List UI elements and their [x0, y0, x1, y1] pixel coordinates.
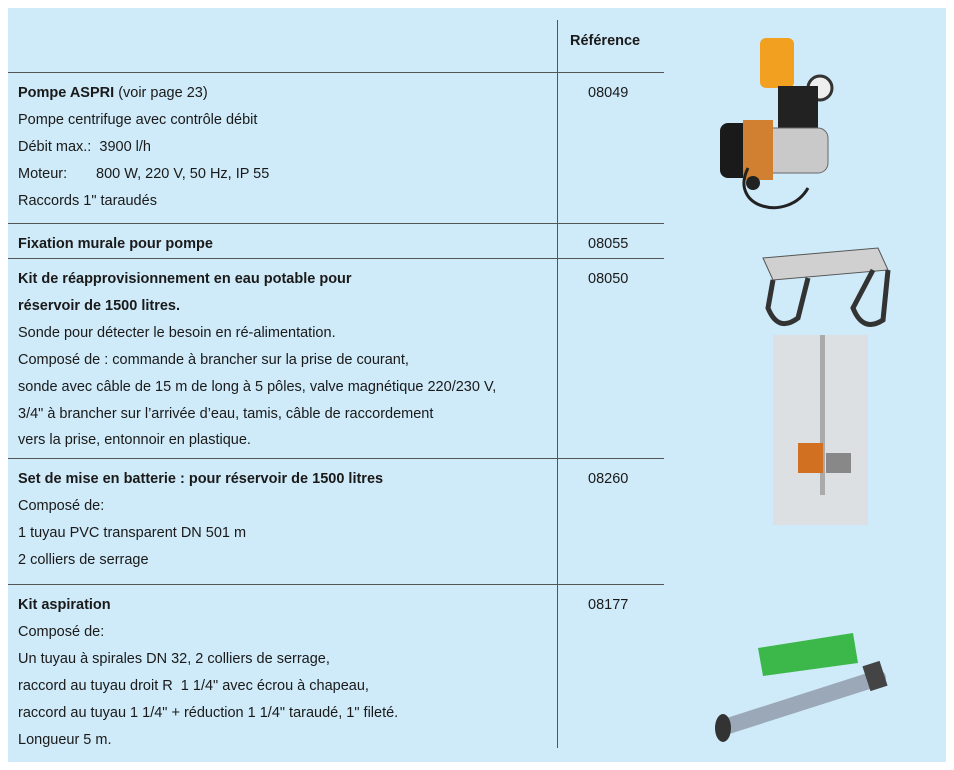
item-title: réservoir de 1500 litres. — [18, 297, 181, 314]
item-line: vers la prise, entonnoir en plastique. — [18, 432, 251, 449]
item-line: raccord au tuyau 1 1/4" + réduction 1 1/… — [18, 704, 399, 721]
item-line: Pompe centrifuge avec contrôle débit — [18, 111, 258, 128]
item-title: Set de mise en batterie : pour réservoir… — [18, 471, 384, 487]
item-line: Composé de: — [18, 497, 105, 514]
item-line: 3/4" à brancher sur l’arrivée d’eau, tam… — [18, 405, 434, 422]
product-table: Référence Pompe ASPRI — [8, 8, 946, 762]
bracket-image — [762, 247, 891, 327]
row-divider — [8, 584, 664, 585]
row-divider — [8, 223, 664, 224]
hose-image — [715, 633, 888, 742]
item-line: Composé de : commande à brancher sur la … — [18, 351, 409, 368]
item-line: 1 tuyau PVC transparent DN 501 m — [18, 524, 247, 541]
item-note: (voir page 23) — [118, 85, 208, 101]
item-line: Longueur 5 m. — [18, 731, 112, 748]
row-divider — [8, 258, 664, 259]
item-line: Débit max.: 3900 l/h — [18, 138, 151, 155]
item-title: Pompe ASPRI (voir page 23) — [18, 85, 208, 101]
item-title: Kit de réapprovisionnement en eau potabl… — [18, 271, 352, 287]
installation-image — [773, 335, 868, 525]
item-reference: 08055 — [588, 236, 629, 252]
item-reference: 08177 — [588, 597, 629, 613]
reference-header: Référence — [570, 33, 641, 49]
item-line: sonde avec câble de 15 m de long à 5 pôl… — [18, 378, 497, 395]
item-title: Fixation murale pour pompe — [18, 236, 213, 252]
column-divider — [557, 20, 558, 748]
item-line: 2 colliers de serrage — [18, 551, 149, 568]
spec-value: 800 W, 220 V, 50 Hz, IP 55 — [96, 165, 270, 182]
item-line: Un tuyau à spirales DN 32, 2 colliers de… — [18, 650, 330, 667]
item-title: Kit aspiration — [18, 597, 111, 613]
item-reference: 08050 — [588, 271, 629, 287]
product-images — [715, 38, 891, 742]
row-divider — [8, 72, 664, 73]
spec-label: Moteur: — [18, 165, 68, 182]
item-reference: 08260 — [588, 471, 629, 487]
item-line: raccord au tuyau droit R 1 1/4" avec écr… — [18, 677, 369, 694]
item-reference: 08049 — [588, 85, 629, 101]
item-line: Sonde pour détecter le besoin en ré-alim… — [18, 324, 336, 341]
row-divider — [8, 458, 664, 459]
item-line: Composé de: — [18, 623, 105, 640]
item-line: Raccords 1" taraudés — [18, 192, 157, 209]
pump-image — [720, 38, 834, 210]
